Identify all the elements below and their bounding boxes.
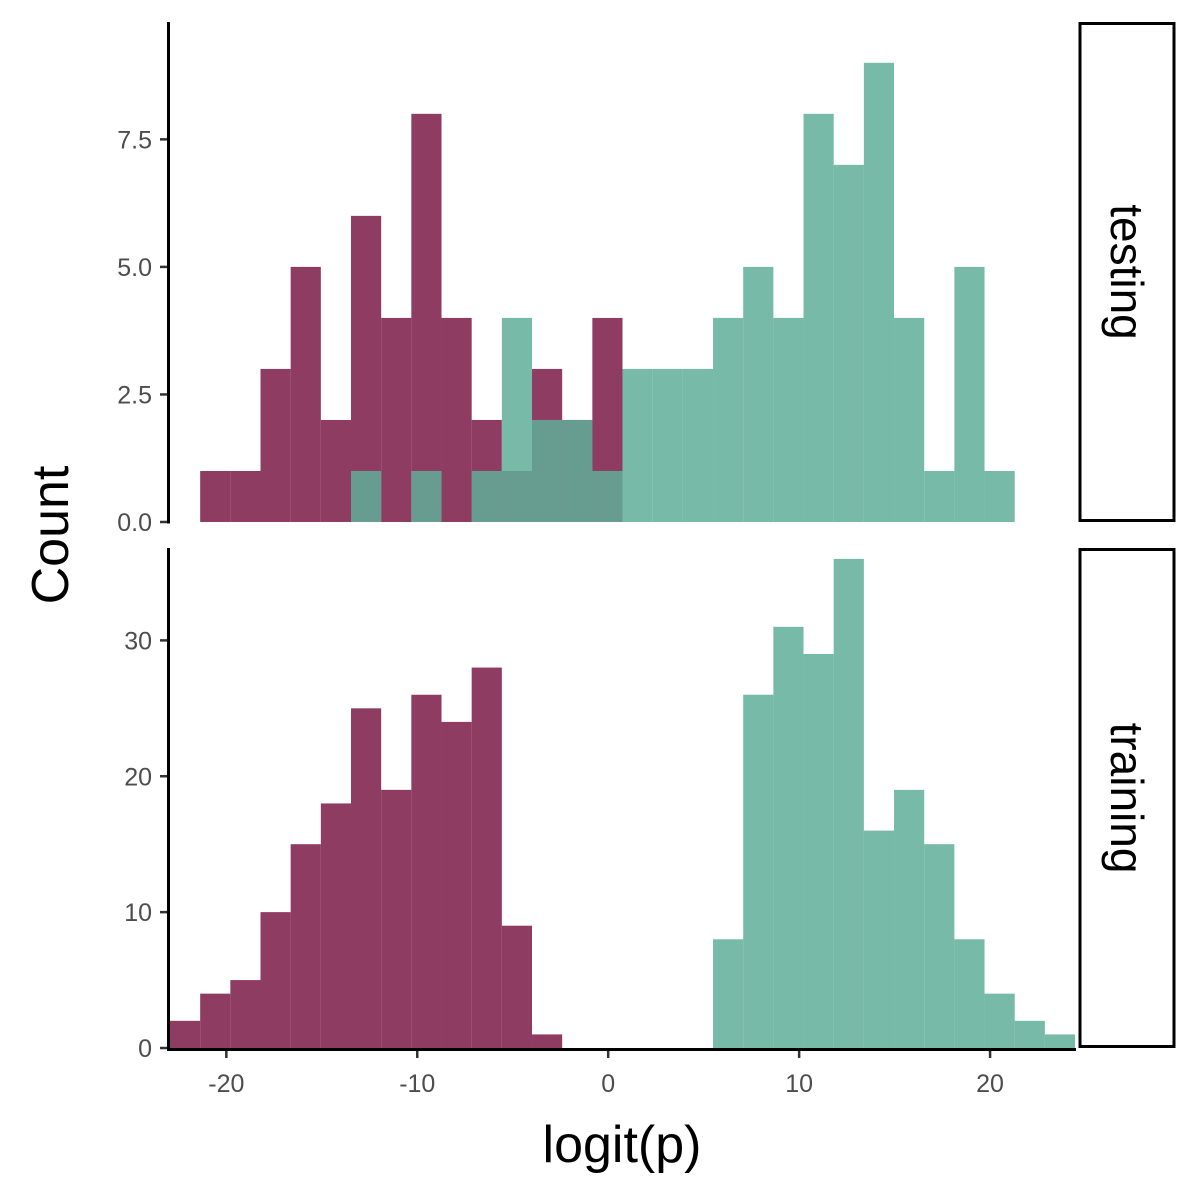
histogram-bar: [411, 694, 442, 1048]
histogram-bar: [713, 317, 744, 522]
histogram-bar: [320, 803, 352, 1048]
histogram-bar: [984, 993, 1015, 1048]
histogram-bar: [230, 470, 261, 522]
x-tick-label: 20: [976, 1070, 1004, 1098]
y-tick-label: 7.5: [117, 126, 152, 154]
histogram-bar: [1044, 1034, 1076, 1048]
y-tick-label: 10: [124, 899, 152, 927]
histogram-bar: [381, 317, 412, 522]
histogram-bar: [773, 317, 804, 522]
histogram-bar: [833, 164, 864, 522]
histogram-bar: [501, 317, 533, 522]
histogram-bar: [441, 317, 472, 522]
histogram-bar: [803, 653, 834, 1048]
histogram-bar: [230, 980, 261, 1048]
histogram-bar: [532, 1034, 563, 1048]
histogram-bar: [924, 844, 955, 1048]
histogram-bar: [682, 368, 714, 522]
histogram-bar: [833, 558, 864, 1048]
histogram-bar: [803, 113, 834, 522]
y-axis-title: Count: [22, 465, 80, 604]
histogram-bar: [471, 470, 502, 522]
histogram-bar: [320, 419, 352, 522]
histogram-bar: [622, 368, 653, 522]
histogram-bar: [351, 708, 382, 1048]
histogram-bar: [411, 470, 442, 522]
histogram-bar: [713, 939, 744, 1048]
histogram-bar: [200, 470, 231, 522]
x-tick-label: 0: [601, 1070, 615, 1098]
histogram-bar: [532, 419, 563, 522]
histogram-bar: [954, 939, 985, 1048]
histogram-bar: [260, 912, 291, 1048]
histogram-bar: [743, 694, 774, 1048]
histogram-bar: [351, 470, 382, 522]
panels-layer: 0.0 2.5 5.0 7.5 testing 0 10 20 30 training: [117, 22, 1176, 1063]
facet-strip-box: [1078, 548, 1176, 1048]
x-axis: -20 -10 0 10 20: [167, 1048, 1076, 1098]
histogram-bar: [381, 789, 412, 1048]
histogram-bar: [441, 721, 472, 1048]
histogram-bar: [290, 266, 321, 522]
series-class_b-bars: [713, 558, 1076, 1048]
x-tick-label: 10: [785, 1070, 813, 1098]
histogram-bar: [924, 470, 955, 522]
y-tick-label: 5.0: [117, 254, 152, 282]
histogram-bar: [894, 317, 925, 522]
histogram-bar: [743, 266, 774, 522]
x-tick-label: -10: [399, 1070, 435, 1098]
y-tick-label: 0: [138, 1035, 152, 1063]
histogram-bar: [200, 993, 231, 1048]
panel-training: 0 10 20 30 training: [124, 548, 1176, 1063]
series-class_b-bars: [351, 62, 1015, 523]
histogram-bar: [1014, 1020, 1045, 1048]
histogram-bar: [652, 368, 683, 522]
y-tick-label: 0.0: [117, 509, 152, 537]
x-tick-label: -20: [208, 1070, 244, 1098]
y-tick-label: 2.5: [117, 381, 152, 409]
histogram-bar: [290, 844, 321, 1048]
histogram-bar: [501, 925, 533, 1048]
series-class_a-bars: [170, 667, 563, 1048]
histogram-bar: [984, 470, 1015, 522]
histogram-bar: [592, 470, 623, 522]
histogram-bar: [863, 830, 895, 1048]
x-axis-title: logit(p): [543, 1116, 702, 1174]
histogram-bar: [954, 266, 985, 522]
histogram-bar: [562, 419, 593, 522]
facet-strip-box: [1078, 22, 1176, 522]
histogram-bar: [773, 626, 804, 1048]
y-tick-label: 30: [124, 627, 152, 655]
facet-strip-label: training: [1101, 723, 1153, 874]
panel-testing: 0.0 2.5 5.0 7.5 testing: [117, 22, 1176, 537]
histogram-bar: [863, 62, 895, 523]
histogram-bar: [411, 113, 442, 522]
facet-strip-label: testing: [1101, 204, 1153, 340]
histogram-bar: [894, 789, 925, 1048]
y-tick-label: 20: [124, 763, 152, 791]
histogram-bar: [260, 368, 291, 522]
histogram-bar: [170, 1020, 201, 1048]
histogram-bar: [471, 667, 502, 1048]
